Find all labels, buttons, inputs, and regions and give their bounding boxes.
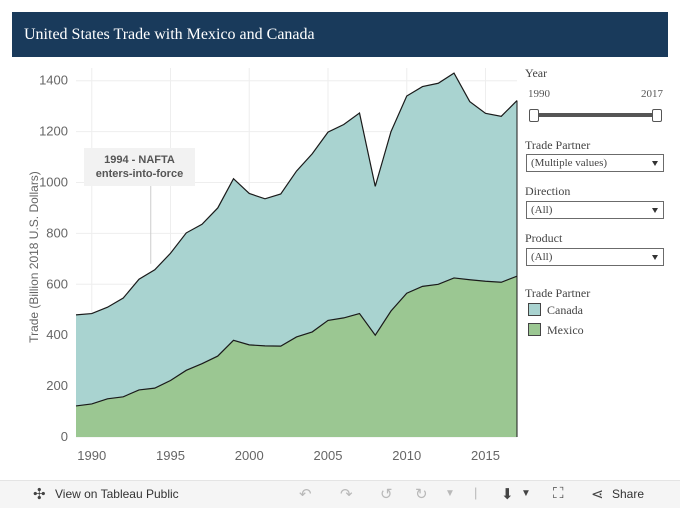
- trade-partner-value: (Multiple values): [531, 157, 608, 169]
- legend-label-mexico: Mexico: [547, 323, 584, 337]
- revert-icon[interactable]: ↺: [380, 486, 393, 503]
- legend-swatch-canada: [528, 303, 541, 316]
- toolbar-divider: |: [474, 485, 478, 500]
- year-filter-label: Year: [525, 66, 548, 80]
- y-tick-label: 1000: [39, 175, 68, 190]
- legend-item-mexico[interactable]: Mexico: [528, 323, 584, 338]
- dashboard-title: United States Trade with Mexico and Cana…: [12, 12, 668, 57]
- product-filter-label: Product: [525, 231, 563, 245]
- year-slider-max-handle[interactable]: [652, 109, 662, 122]
- year-range-min: 1990: [528, 88, 550, 100]
- area-canada[interactable]: [76, 73, 517, 406]
- trade-area-chart[interactable]: Trade (Billion 2018 U.S. Dollars) 0 200 40…: [12, 60, 520, 472]
- x-tick-label: 1995: [156, 448, 185, 463]
- legend-swatch-mexico: [528, 323, 541, 336]
- pause-dropdown-icon[interactable]: ▼: [445, 488, 455, 499]
- refresh-icon[interactable]: ↻: [415, 486, 428, 503]
- view-on-tableau-link[interactable]: View on Tableau Public: [55, 487, 179, 501]
- download-dropdown-icon[interactable]: ▼: [521, 488, 531, 499]
- legend-label-canada: Canada: [547, 303, 583, 317]
- legend-item-canada[interactable]: Canada: [528, 303, 583, 318]
- download-icon[interactable]: ⬇: [501, 486, 514, 503]
- year-slider-track[interactable]: [533, 113, 657, 117]
- chevron-down-icon: [652, 161, 658, 166]
- y-tick-label: 600: [46, 276, 68, 291]
- x-tick-label: 2005: [314, 448, 343, 463]
- annotation-text-line1: 1994 - NAFTA: [104, 154, 175, 166]
- y-tick-label: 1200: [39, 124, 68, 139]
- area-mexico[interactable]: [76, 276, 517, 437]
- year-range-max: 2017: [641, 88, 663, 100]
- share-icon[interactable]: ⋖: [591, 486, 604, 503]
- product-value: (All): [531, 251, 553, 263]
- chart-svg[interactable]: 0 200 400 600 800 1000 1200 1400 1990 1995 2000 200…: [12, 60, 520, 472]
- annotation-box: [84, 148, 195, 186]
- y-tick-label: 800: [46, 225, 68, 240]
- y-tick-label: 1400: [39, 73, 68, 88]
- chevron-down-icon: [652, 255, 658, 260]
- trade-partner-filter-label: Trade Partner: [525, 138, 591, 152]
- redo-icon[interactable]: ↷: [340, 486, 353, 503]
- direction-dropdown[interactable]: (All): [526, 201, 664, 219]
- legend-title: Trade Partner: [525, 286, 591, 300]
- direction-value: (All): [531, 204, 553, 216]
- y-tick-label: 400: [46, 327, 68, 342]
- line-canada-top: [75, 72, 518, 316]
- x-tick-label: 2010: [392, 448, 421, 463]
- share-button[interactable]: Share: [612, 487, 645, 501]
- y-tick-label: 0: [61, 429, 68, 444]
- line-mexico-top: [75, 275, 518, 407]
- direction-filter-label: Direction: [525, 184, 571, 198]
- year-slider-min-handle[interactable]: [529, 109, 539, 122]
- tableau-logo-icon: ✣: [33, 486, 46, 503]
- undo-icon[interactable]: ↶: [299, 486, 312, 503]
- tableau-toolbar: ✣ View on Tableau Public ↶ ↷ ↺ ↻ ▼ | ⬇ ▼…: [0, 480, 680, 508]
- y-tick-label: 200: [46, 378, 68, 393]
- trade-partner-dropdown[interactable]: (Multiple values): [526, 154, 664, 172]
- x-tick-label: 2000: [235, 448, 264, 463]
- fullscreen-icon[interactable]: ⛶: [553, 485, 564, 502]
- annotation-text-line2: enters-into-force: [96, 168, 183, 180]
- x-tick-label: 2015: [471, 448, 500, 463]
- product-dropdown[interactable]: (All): [526, 248, 664, 266]
- x-tick-label: 1990: [77, 448, 106, 463]
- chevron-down-icon: [652, 208, 658, 213]
